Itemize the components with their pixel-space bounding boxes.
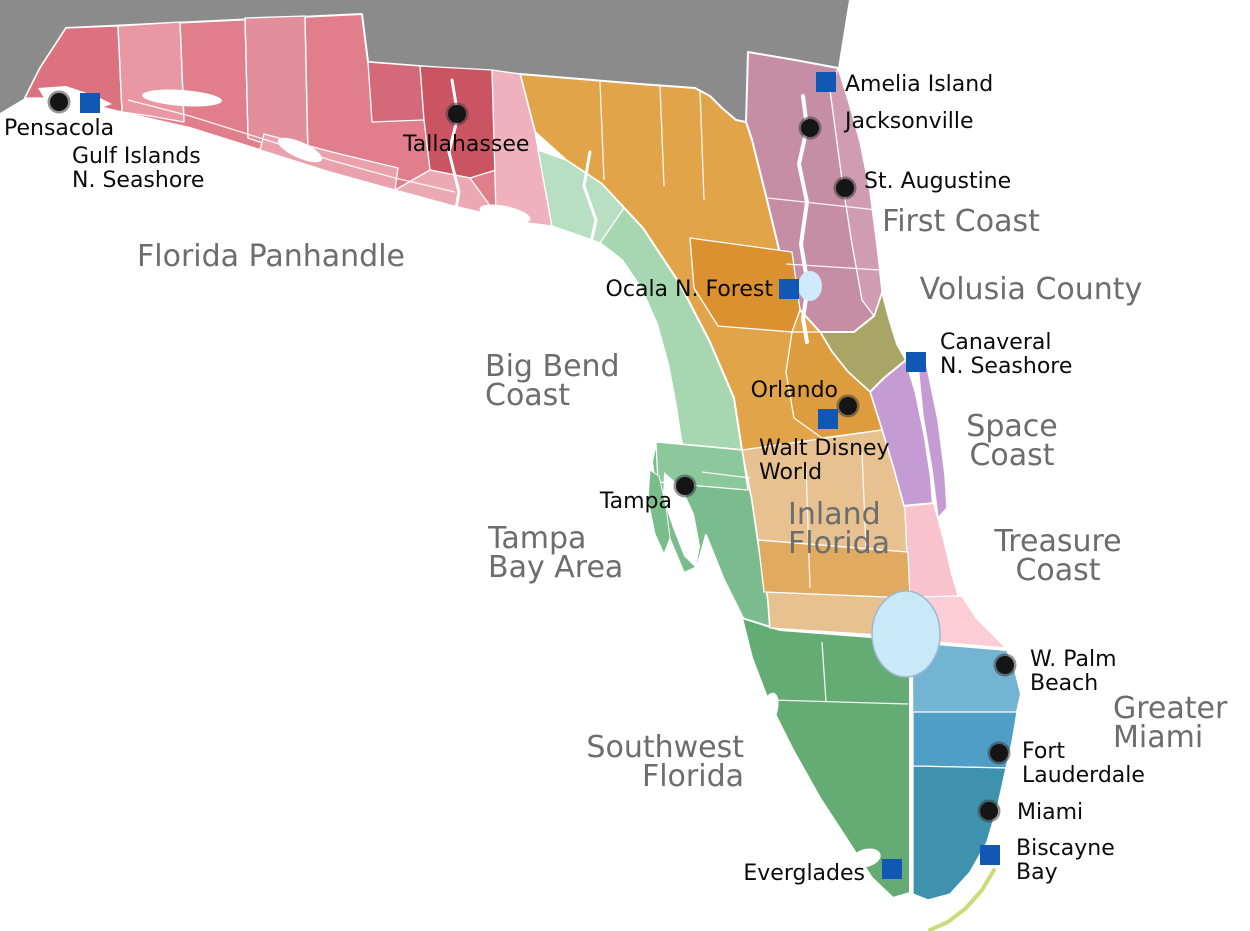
apalachee-bay [479, 204, 531, 224]
county-border-line [805, 465, 811, 589]
city-marker-tampa[interactable] [673, 474, 697, 498]
park-marker-gulf-islands[interactable] [80, 93, 100, 113]
charlotte-harbor [757, 692, 779, 732]
county-border-line [785, 263, 881, 271]
county-shade-gadsden [367, 61, 425, 123]
region-label-florida-panhandle: Florida Panhandle [137, 239, 405, 274]
region-label-first-coast: First Coast [882, 204, 1040, 239]
county-border-line [599, 81, 605, 181]
city-label-tampa: Tampa [599, 489, 672, 514]
tampa-bay-water [663, 472, 700, 568]
region-label-big-bend-coast: Big Bend Coast [485, 349, 620, 413]
region-space-coast-island[interactable] [917, 360, 948, 520]
county-border-line [117, 25, 123, 113]
region-label-volusia-county: Volusia County [920, 272, 1143, 307]
city-marker-orlando[interactable] [836, 394, 860, 418]
pinellas-peninsula [647, 469, 671, 556]
park-marker-biscayne-bay[interactable] [980, 845, 1000, 865]
city-label-orlando: Orlando [751, 378, 838, 403]
markers [47, 72, 1017, 879]
florida-keys [928, 868, 996, 931]
county-shade-coastal-light [829, 67, 883, 317]
park-marker-amelia-island[interactable] [816, 72, 836, 92]
ocala-lake [798, 271, 822, 301]
labels: Florida Panhandle Big Bend Coast First Coas… [4, 72, 1228, 886]
county-border-line [244, 17, 249, 139]
city-label-st-augustine: St. Augustine [864, 169, 1011, 194]
county-border-line [699, 89, 705, 201]
city-label-fort-lauderdale: Fort Lauderdale [1022, 739, 1145, 788]
county-shade-miami-dade [912, 765, 1007, 901]
park-marker-canaveral-n-seashore[interactable] [906, 352, 926, 372]
park-label-biscayne-bay: Biscayne Bay [1016, 836, 1115, 885]
county-border-line [771, 699, 909, 705]
county-border-line [821, 641, 827, 703]
county-border-line [659, 85, 665, 187]
city-label-jacksonville: Jacksonville [843, 109, 974, 134]
city-marker-miami[interactable] [977, 799, 1001, 823]
county-borders [117, 15, 909, 705]
city-marker-pensacola[interactable] [47, 90, 71, 114]
st-andrews-bay [277, 137, 323, 163]
park-marker-walt-disney-world[interactable] [818, 409, 838, 429]
county-border-line [701, 471, 751, 479]
county-border-line [304, 15, 309, 159]
county-shade-north-light [537, 149, 625, 244]
region-label-southwest-florida: Southwest Florida [586, 730, 744, 794]
county-border-line [861, 451, 867, 549]
city-marker-st-augustine[interactable] [833, 176, 857, 200]
park-marker-everglades[interactable] [882, 859, 902, 879]
park-label-ocala-n-forest: Ocala N. Forest [606, 277, 774, 302]
city-label-miami: Miami [1017, 800, 1083, 825]
region-label-space-coast: Space Coast [966, 409, 1057, 473]
park-marker-ocala-n-forest[interactable] [779, 279, 799, 299]
city-marker-fort-lauderdale[interactable] [987, 741, 1011, 765]
river-2 [582, 150, 603, 280]
whitewater-bay [851, 848, 881, 868]
park-label-everglades: Everglades [743, 861, 865, 886]
region-label-inland-florida: Inland Florida [788, 497, 890, 561]
region-label-tampa-bay-area: Tampa Bay Area [487, 521, 623, 585]
city-marker-tallahassee[interactable] [445, 102, 469, 126]
city-label-tallahassee: Tallahassee [402, 132, 529, 157]
choctawhatchee-bay [142, 89, 222, 107]
region-label-treasure-coast: Treasure Coast [993, 524, 1121, 588]
city-marker-w-palm-beach[interactable] [993, 653, 1017, 677]
park-label-amelia-island: Amelia Island [845, 72, 993, 97]
park-label-gulf-islands: Gulf Islands N. Seashore [72, 144, 204, 193]
county-border-line [767, 197, 878, 211]
city-marker-jacksonville[interactable] [798, 116, 822, 140]
county-shade-santa-rosa [117, 21, 185, 123]
lake-okeechobee [871, 590, 941, 678]
park-label-walt-disney-world: Walt Disney World [759, 436, 890, 485]
out-of-state-land [0, 0, 849, 122]
city-label-w-palm-beach: W. Palm Beach [1030, 647, 1117, 696]
city-label-pensacola: Pensacola [4, 116, 114, 141]
water-features [38, 78, 996, 931]
park-label-canaveral-n-seashore: Canaveral N. Seashore [940, 330, 1072, 379]
region-label-greater-miami: Greater Miami [1113, 691, 1228, 755]
